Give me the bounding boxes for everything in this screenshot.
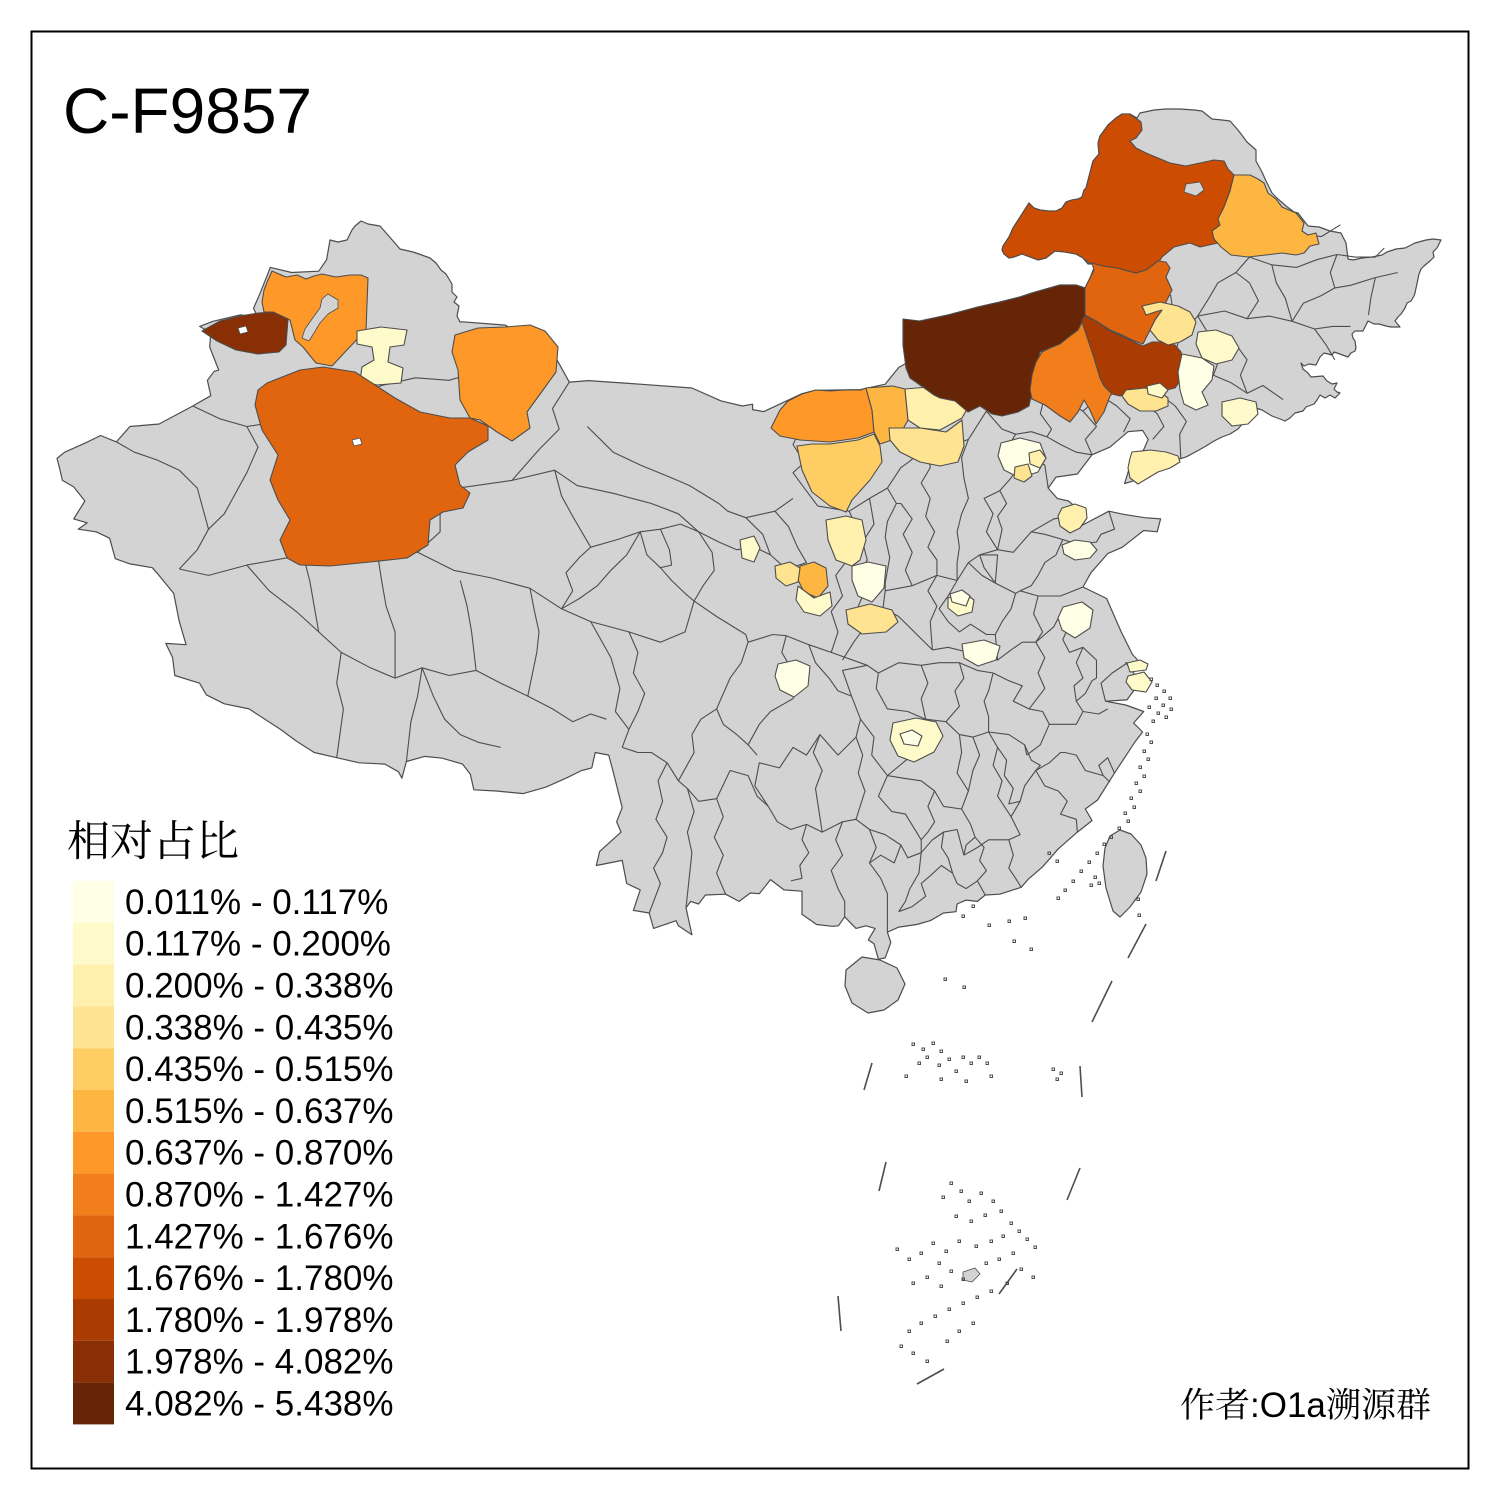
svg-text:0.117% - 0.200%: 0.117% - 0.200% — [125, 925, 391, 964]
svg-text:0.011% - 0.117%: 0.011% - 0.117% — [125, 883, 388, 922]
svg-text:C-F9857: C-F9857 — [63, 75, 312, 147]
svg-text:0.515% - 0.637%: 0.515% - 0.637% — [125, 1092, 394, 1131]
svg-text:0.338% - 0.435%: 0.338% - 0.435% — [125, 1008, 394, 1047]
svg-text:4.082% - 5.438%: 4.082% - 5.438% — [125, 1385, 394, 1424]
svg-text::O1a: :O1a — [1250, 1386, 1326, 1425]
svg-text:1.978% - 4.082%: 1.978% - 4.082% — [125, 1343, 394, 1382]
svg-text:0.200% - 0.338%: 0.200% - 0.338% — [125, 967, 394, 1006]
svg-text:0.435% - 0.515%: 0.435% - 0.515% — [125, 1050, 394, 1089]
svg-text:1.427% - 1.676%: 1.427% - 1.676% — [125, 1217, 394, 1256]
svg-text:1.676% - 1.780%: 1.676% - 1.780% — [125, 1259, 394, 1298]
svg-text:0.870% - 1.427%: 0.870% - 1.427% — [125, 1176, 394, 1215]
svg-text:1.780% - 1.978%: 1.780% - 1.978% — [125, 1301, 394, 1340]
svg-text:0.637% - 0.870%: 0.637% - 0.870% — [125, 1134, 394, 1173]
